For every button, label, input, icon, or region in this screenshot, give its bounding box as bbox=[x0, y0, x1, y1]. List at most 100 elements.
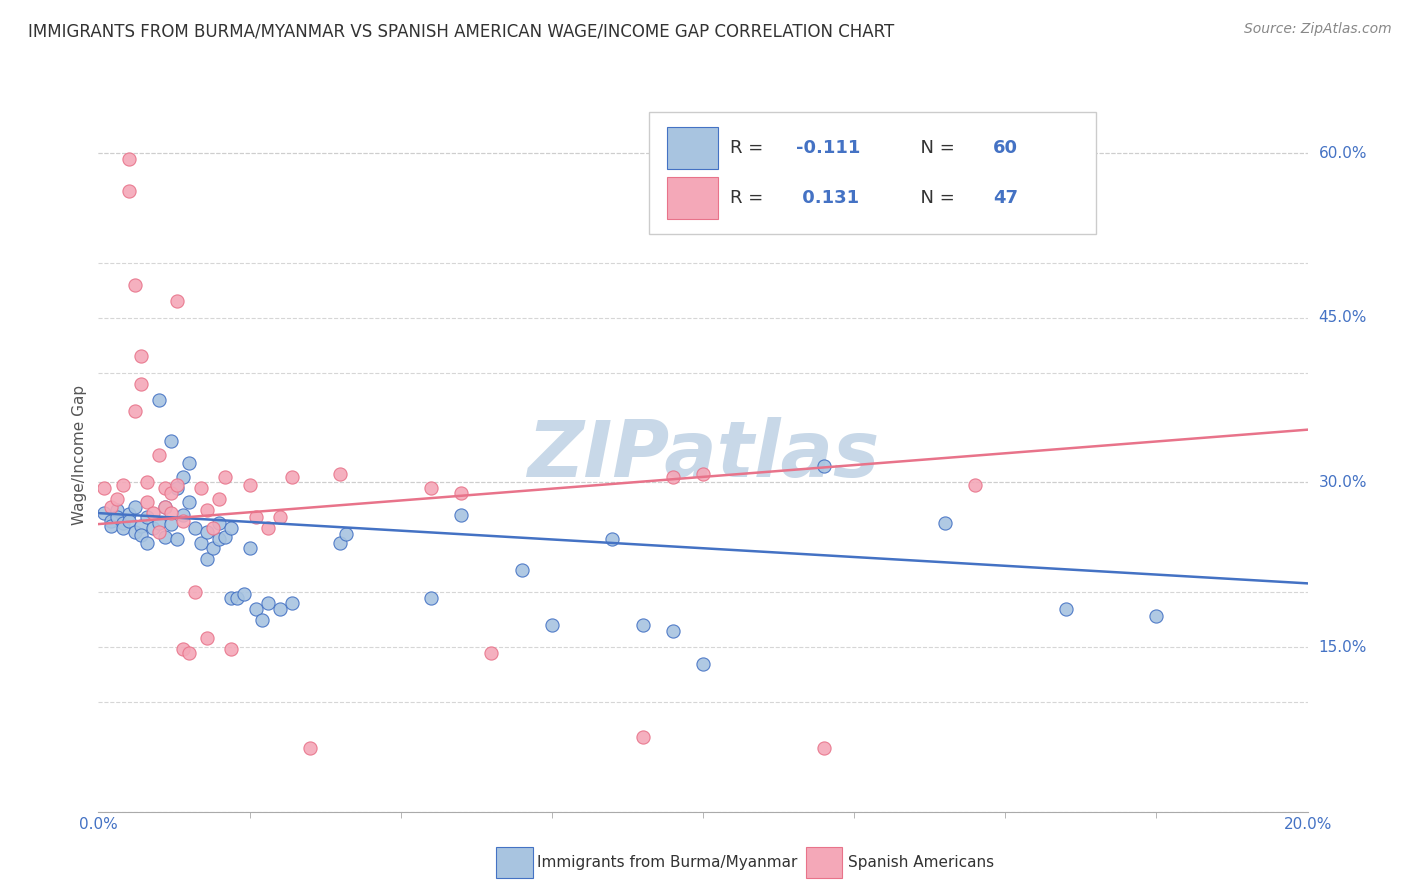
Point bbox=[93, 506, 115, 520]
Point bbox=[172, 470, 194, 484]
Point bbox=[105, 510, 128, 524]
Point bbox=[111, 477, 134, 491]
Point bbox=[202, 541, 225, 556]
Point bbox=[129, 528, 152, 542]
Point bbox=[100, 500, 122, 514]
Point bbox=[208, 491, 231, 506]
Point bbox=[692, 467, 714, 481]
Point bbox=[118, 514, 141, 528]
Point bbox=[148, 448, 170, 462]
Point bbox=[510, 563, 533, 577]
Point bbox=[813, 741, 835, 756]
Point bbox=[281, 470, 304, 484]
Point bbox=[208, 516, 231, 530]
Text: 45.0%: 45.0% bbox=[1319, 310, 1367, 326]
Text: 60.0%: 60.0% bbox=[1319, 145, 1367, 161]
Point bbox=[965, 477, 987, 491]
Point bbox=[135, 475, 157, 490]
Point bbox=[93, 481, 115, 495]
FancyBboxPatch shape bbox=[666, 127, 717, 169]
Point bbox=[221, 591, 243, 605]
Point bbox=[661, 470, 683, 484]
Point bbox=[118, 185, 141, 199]
Point bbox=[172, 642, 194, 657]
Point bbox=[256, 521, 278, 535]
Point bbox=[1054, 601, 1077, 615]
Point bbox=[177, 646, 201, 660]
Point bbox=[166, 481, 188, 495]
Point bbox=[232, 587, 254, 601]
Point bbox=[195, 632, 218, 646]
Point bbox=[160, 434, 183, 448]
Text: Source: ZipAtlas.com: Source: ZipAtlas.com bbox=[1244, 22, 1392, 37]
Text: N =: N = bbox=[908, 189, 960, 207]
Point bbox=[299, 741, 322, 756]
Point bbox=[160, 506, 183, 520]
Point bbox=[281, 596, 304, 610]
Point bbox=[221, 642, 243, 657]
Point bbox=[166, 294, 188, 309]
Point bbox=[153, 481, 176, 495]
Text: 0.131: 0.131 bbox=[796, 189, 859, 207]
Point bbox=[602, 533, 624, 547]
Point bbox=[148, 516, 170, 530]
Point bbox=[419, 591, 441, 605]
Point bbox=[124, 524, 146, 539]
Point bbox=[129, 519, 152, 533]
Text: 15.0%: 15.0% bbox=[1319, 640, 1367, 655]
Point bbox=[419, 481, 441, 495]
Point bbox=[329, 467, 352, 481]
Point bbox=[245, 601, 267, 615]
Point bbox=[177, 456, 201, 470]
Point bbox=[195, 524, 218, 539]
Point bbox=[124, 500, 146, 514]
Point bbox=[214, 530, 236, 544]
Point bbox=[256, 596, 278, 610]
Point bbox=[202, 521, 225, 535]
Point bbox=[153, 530, 176, 544]
Point bbox=[111, 521, 134, 535]
Point bbox=[105, 491, 128, 506]
Point bbox=[631, 730, 654, 744]
Point bbox=[172, 508, 194, 523]
Point bbox=[129, 376, 152, 391]
Point bbox=[239, 477, 262, 491]
Point bbox=[226, 591, 249, 605]
Point bbox=[692, 657, 714, 671]
Point bbox=[190, 481, 212, 495]
Point bbox=[269, 510, 291, 524]
Point bbox=[184, 521, 207, 535]
Point bbox=[450, 508, 472, 523]
Text: R =: R = bbox=[730, 139, 769, 157]
Point bbox=[172, 514, 194, 528]
Point bbox=[129, 349, 152, 363]
Point bbox=[135, 510, 157, 524]
Point bbox=[214, 470, 236, 484]
Point bbox=[661, 624, 683, 638]
Point bbox=[111, 516, 134, 530]
Point bbox=[177, 495, 201, 509]
Point bbox=[221, 521, 243, 535]
FancyBboxPatch shape bbox=[648, 112, 1097, 234]
Point bbox=[245, 510, 267, 524]
Point bbox=[450, 486, 472, 500]
Point bbox=[250, 613, 273, 627]
Point bbox=[190, 535, 212, 549]
Point bbox=[195, 503, 218, 517]
Point bbox=[813, 458, 835, 473]
Text: N =: N = bbox=[908, 139, 960, 157]
Text: 30.0%: 30.0% bbox=[1319, 475, 1367, 490]
Point bbox=[153, 500, 176, 514]
Point bbox=[135, 535, 157, 549]
Text: 47: 47 bbox=[993, 189, 1018, 207]
Point bbox=[135, 495, 157, 509]
Point bbox=[142, 506, 165, 520]
FancyBboxPatch shape bbox=[666, 177, 717, 219]
Point bbox=[166, 477, 188, 491]
Text: Immigrants from Burma/Myanmar: Immigrants from Burma/Myanmar bbox=[537, 855, 797, 870]
Point bbox=[481, 646, 503, 660]
Point bbox=[631, 618, 654, 632]
Point bbox=[124, 404, 146, 418]
Point bbox=[1144, 609, 1167, 624]
Point bbox=[239, 541, 262, 556]
